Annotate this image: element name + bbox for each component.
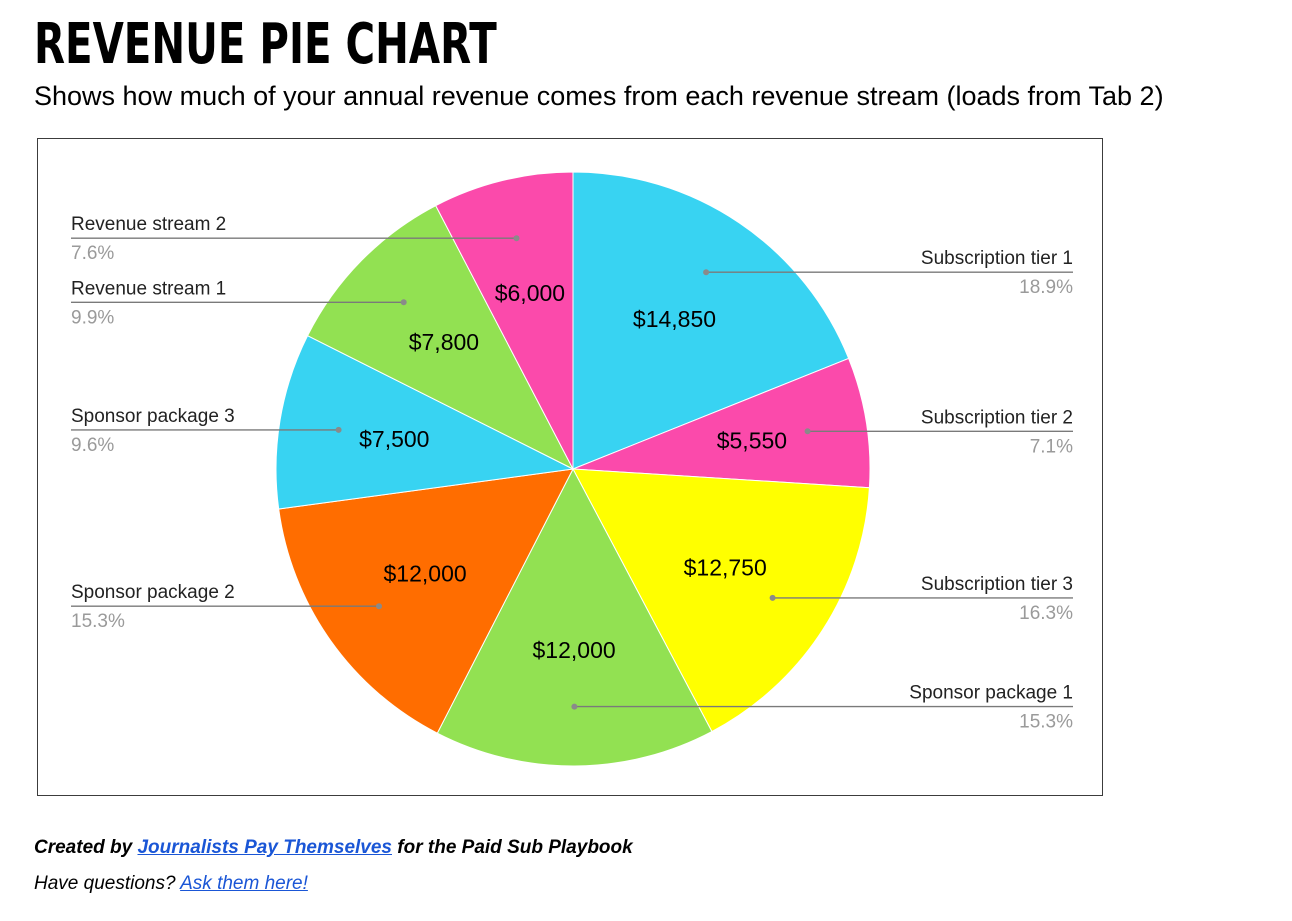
leader-dot-sponsor-package-1: [571, 703, 578, 710]
percent-label-revenue-stream-2: 7.6%: [71, 243, 114, 264]
legend-label-subscription-tier-2: Subscription tier 2: [921, 407, 1073, 428]
question-prefix: Have questions?: [34, 873, 176, 894]
revenue-pie-chart: $14,850 $5,550 $12,750 $12,000 $12,000 $7,500…: [71, 171, 1073, 767]
leader-dot-subscription-tier-1: [703, 269, 710, 276]
leader-dot-revenue-stream-2: [513, 235, 520, 242]
pie-slice-subscription-tier-2[interactable]: [572, 357, 871, 489]
footer-credit: Created by Journalists Pay Themselves fo…: [34, 837, 633, 859]
percent-label-sponsor-package-2: 15.3%: [71, 611, 125, 632]
legend-label-subscription-tier-3: Subscription tier 3: [921, 574, 1073, 595]
legend-label-revenue-stream-1: Revenue stream 1: [71, 278, 226, 299]
legend-label-sponsor-package-3: Sponsor package 3: [71, 406, 235, 427]
slice-value-label-subscription-tier-3: $12,750: [684, 554, 767, 580]
page-subtitle: Shows how much of your annual revenue co…: [34, 81, 1164, 111]
credit-suffix: for the Paid Sub Playbook: [397, 837, 633, 858]
slice-value-label-subscription-tier-1: $14,850: [633, 306, 716, 332]
leader-dot-sponsor-package-3: [335, 426, 342, 433]
slice-value-label-sponsor-package-3: $7,500: [359, 426, 429, 452]
percent-label-subscription-tier-3: 16.3%: [1019, 603, 1073, 624]
pie-slice-sponsor-package-3[interactable]: [275, 335, 575, 510]
credit-prefix: Created by: [34, 837, 133, 858]
pie-slice-subscription-tier-1[interactable]: [572, 171, 850, 470]
pie-labels: $14,850 $5,550 $12,750 $12,000 $12,000 $7,500…: [71, 214, 1073, 733]
chart-frame: $14,850 $5,550 $12,750 $12,000 $12,000 $7,500…: [37, 138, 1103, 796]
slice-value-label-sponsor-package-1: $12,000: [533, 637, 616, 663]
slice-value-label-revenue-stream-1: $7,800: [409, 329, 479, 355]
slice-value-label-sponsor-package-2: $12,000: [384, 561, 467, 587]
slice-value-label-subscription-tier-2: $5,550: [717, 427, 787, 453]
pie-slice-revenue-stream-1[interactable]: [306, 204, 575, 471]
leader-dot-subscription-tier-2: [804, 428, 811, 435]
percent-label-sponsor-package-1: 15.3%: [1019, 712, 1073, 733]
journalists-pay-themselves-link[interactable]: Journalists Pay Themselves: [137, 837, 392, 858]
legend-label-sponsor-package-1: Sponsor package 1: [909, 683, 1073, 704]
legend-label-revenue-stream-2: Revenue stream 2: [71, 214, 226, 235]
percent-label-revenue-stream-1: 9.9%: [71, 307, 114, 328]
ask-them-here-link[interactable]: Ask them here!: [180, 873, 308, 894]
page-title: REVENUE PIE CHART: [34, 12, 497, 77]
pie-slice-revenue-stream-2[interactable]: [435, 171, 574, 470]
pie-slice-sponsor-package-1[interactable]: [436, 467, 713, 767]
footer-questions: Have questions? Ask them here!: [34, 873, 308, 895]
pie-slice-sponsor-package-2[interactable]: [278, 468, 574, 734]
leader-dot-revenue-stream-1: [400, 299, 407, 306]
percent-label-subscription-tier-1: 18.9%: [1019, 277, 1073, 298]
slice-value-label-revenue-stream-2: $6,000: [495, 280, 565, 306]
legend-label-subscription-tier-1: Subscription tier 1: [921, 248, 1073, 269]
pie-slice-subscription-tier-3[interactable]: [572, 468, 870, 733]
pie-slices: [275, 171, 871, 767]
leader-dot-subscription-tier-3: [769, 594, 776, 601]
leader-dot-sponsor-package-2: [376, 603, 382, 610]
legend-label-sponsor-package-2: Sponsor package 2: [71, 582, 235, 603]
percent-label-sponsor-package-3: 9.6%: [71, 435, 114, 456]
percent-label-subscription-tier-2: 7.1%: [1030, 436, 1073, 457]
